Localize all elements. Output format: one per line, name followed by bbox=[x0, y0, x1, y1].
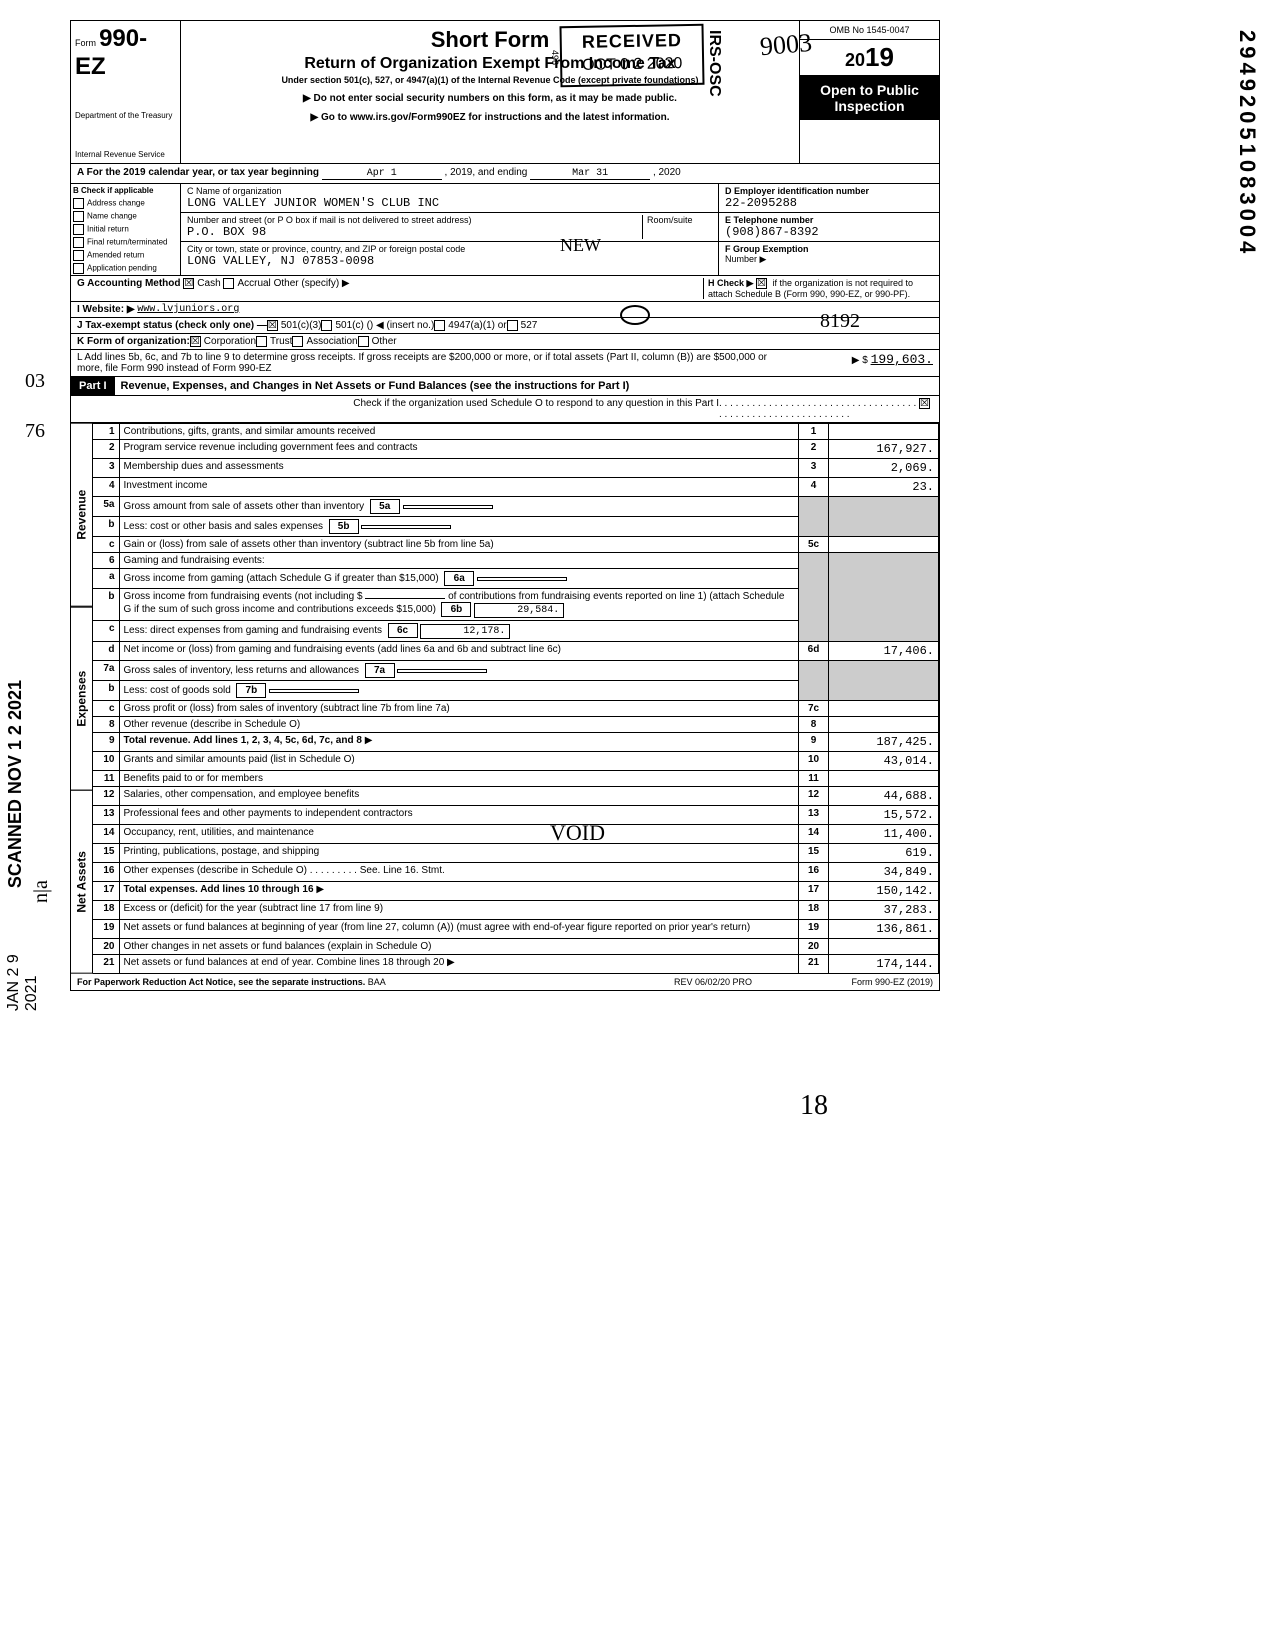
line-9: 9 Total revenue. Add lines 1, 2, 3, 4, 5… bbox=[93, 733, 939, 752]
line-a-tax-year: A For the 2019 calendar year, or tax yea… bbox=[71, 164, 939, 184]
chk-name-change[interactable] bbox=[73, 211, 84, 222]
line-6: 6 Gaming and fundraising events: bbox=[93, 553, 939, 569]
line-17: 17 Total expenses. Add lines 10 through … bbox=[93, 882, 939, 901]
chk-cash[interactable]: ☒ bbox=[183, 278, 194, 289]
tax-year-begin: Apr 1 bbox=[322, 168, 442, 180]
header-left: Form 990-EZ Department of the Treasury I… bbox=[71, 21, 181, 163]
expenses-label: Expenses bbox=[71, 607, 93, 791]
received-date: OCT 0 2 2020 bbox=[582, 55, 683, 75]
form-number: 990-EZ bbox=[75, 25, 147, 80]
line-6d: d Net income or (loss) from gaming and f… bbox=[93, 642, 939, 661]
line-12: 12 Salaries, other compensation, and emp… bbox=[93, 787, 939, 806]
chk-4947[interactable] bbox=[434, 320, 445, 331]
chk-schedule-b[interactable]: ☒ bbox=[756, 278, 767, 289]
form-label: Form bbox=[75, 38, 96, 48]
chk-amended[interactable] bbox=[73, 250, 84, 261]
line-5a: 5a Gross amount from sale of assets othe… bbox=[93, 497, 939, 517]
line-5c: c Gain or (loss) from sale of assets oth… bbox=[93, 537, 939, 553]
section-d-e-f: D Employer identification number 22-2095… bbox=[719, 184, 939, 275]
line-l-gross-receipts: L Add lines 5b, 6c, and 7b to line 9 to … bbox=[71, 350, 939, 377]
entity-info-block: B Check if applicable Address change Nam… bbox=[71, 184, 939, 276]
telephone: (908)867-8392 bbox=[725, 225, 819, 239]
chk-corporation[interactable]: ☒ bbox=[190, 336, 201, 347]
open-to-public: Open to Public Inspection bbox=[800, 76, 939, 120]
line-1: 1 Contributions, gifts, grants, and simi… bbox=[93, 424, 939, 440]
tax-year: 20201919 bbox=[800, 40, 939, 76]
chk-trust[interactable] bbox=[256, 336, 267, 347]
chk-other-org[interactable] bbox=[358, 336, 369, 347]
page-footer: For Paperwork Reduction Act Notice, see … bbox=[71, 974, 939, 990]
org-name: LONG VALLEY JUNIOR WOMEN'S CLUB INC bbox=[187, 196, 439, 210]
revenue-label: Revenue bbox=[71, 423, 93, 607]
handwritten-squiggle: VOID bbox=[550, 820, 605, 846]
org-city: LONG VALLEY, NJ 07853-0098 bbox=[187, 254, 374, 268]
line-j-status: J Tax-exempt status (check only one) — ☒… bbox=[71, 318, 939, 334]
form-990ez: Form 990-EZ Department of the Treasury I… bbox=[70, 20, 940, 991]
chk-app-pending[interactable] bbox=[73, 263, 84, 274]
ein: 22-2095288 bbox=[725, 196, 797, 210]
handwritten-03: 03 bbox=[25, 370, 45, 393]
irs-osc-stamp: IRS-OSC bbox=[705, 30, 723, 97]
line-13: 13 Professional fees and other payments … bbox=[93, 806, 939, 825]
handwritten-8192: 8192 bbox=[820, 310, 860, 333]
chk-501c3[interactable]: ☒ bbox=[267, 320, 278, 331]
line-g-h: G Accounting Method ☒Cash Accrual Other … bbox=[71, 276, 939, 302]
part-1-lines: Revenue Expenses Net Assets 1 Contributi… bbox=[71, 423, 939, 974]
line-8: 8 Other revenue (describe in Schedule O)… bbox=[93, 717, 939, 733]
line-19: 19 Net assets or fund balances at beginn… bbox=[93, 920, 939, 939]
small-496: 496 bbox=[550, 50, 560, 65]
omb-number: OMB No 1545-0047 bbox=[800, 21, 939, 40]
chk-address-change[interactable] bbox=[73, 198, 84, 209]
line-i-website: I Website: ▶ www.lvjuniors.org bbox=[71, 302, 939, 318]
line-7a: 7a Gross sales of inventory, less return… bbox=[93, 661, 939, 681]
line-2: 2 Program service revenue including gove… bbox=[93, 440, 939, 459]
jan-date-stamp: JAN 2 9 2021 bbox=[5, 920, 41, 1011]
line-11: 11 Benefits paid to or for members 11 bbox=[93, 771, 939, 787]
received-label: RECEIVED bbox=[582, 30, 683, 53]
section-c: C Name of organization LONG VALLEY JUNIO… bbox=[181, 184, 719, 275]
chk-527[interactable] bbox=[507, 320, 518, 331]
document-locator-number: 29492051083004 bbox=[1234, 30, 1260, 257]
chk-initial-return[interactable] bbox=[73, 224, 84, 235]
section-b: B Check if applicable Address change Nam… bbox=[71, 184, 181, 275]
irs-label: Internal Revenue Service bbox=[75, 150, 176, 159]
ssn-note: ▶ Do not enter social security numbers o… bbox=[185, 93, 795, 104]
line-20: 20 Other changes in net assets or fund b… bbox=[93, 939, 939, 955]
chk-final-return[interactable] bbox=[73, 237, 84, 248]
line-16: 16 Other expenses (describe in Schedule … bbox=[93, 863, 939, 882]
part-1-schedule-o-check: Check if the organization used Schedule … bbox=[71, 396, 939, 423]
handwritten-new: NEW bbox=[560, 235, 601, 256]
line-4: 4 Investment income 4 23. bbox=[93, 478, 939, 497]
tax-year-end: Mar 31 bbox=[530, 168, 650, 180]
line-k-org-form: K Form of organization: ☒Corporation Tru… bbox=[71, 334, 939, 350]
chk-part1-schedule-o[interactable]: ☒ bbox=[919, 398, 930, 409]
chk-accrual[interactable] bbox=[223, 278, 234, 289]
header-right: OMB No 1545-0047 20201919 Open to Public… bbox=[799, 21, 939, 163]
handwritten-na: n|a bbox=[30, 880, 53, 903]
handwritten-9003: 9003 bbox=[759, 28, 813, 62]
line-18: 18 Excess or (deficit) for the year (sub… bbox=[93, 901, 939, 920]
received-stamp: RECEIVED OCT 0 2 2020 bbox=[559, 24, 704, 88]
dept-treasury: Department of the Treasury bbox=[75, 111, 176, 120]
handwritten-oval bbox=[620, 305, 650, 325]
handwritten-76: 76 bbox=[25, 420, 45, 443]
net-assets-label: Net Assets bbox=[71, 790, 93, 974]
org-street: P.O. BOX 98 bbox=[187, 225, 266, 239]
chk-501c[interactable] bbox=[321, 320, 332, 331]
gross-receipts-total: 199,603. bbox=[871, 352, 933, 367]
website-note: ▶ Go to www.irs.gov/Form990EZ for instru… bbox=[185, 112, 795, 123]
room-suite: Room/suite bbox=[642, 215, 712, 239]
line-15: 15 Printing, publications, postage, and … bbox=[93, 844, 939, 863]
line-10: 10 Grants and similar amounts paid (list… bbox=[93, 752, 939, 771]
chk-association[interactable] bbox=[292, 336, 303, 347]
initials-bottom: 18 bbox=[800, 1090, 828, 1122]
scanned-stamp: SCANNED NOV 1 2 2021 bbox=[5, 680, 26, 888]
part-1-header: Part I Revenue, Expenses, and Changes in… bbox=[71, 377, 939, 396]
lines-table: 1 Contributions, gifts, grants, and simi… bbox=[93, 423, 939, 974]
line-21: 21 Net assets or fund balances at end of… bbox=[93, 955, 939, 974]
line-3: 3 Membership dues and assessments 3 2,06… bbox=[93, 459, 939, 478]
line-7c: c Gross profit or (loss) from sales of i… bbox=[93, 701, 939, 717]
website-url: www.lvjuniors.org bbox=[137, 304, 239, 315]
line-14: 14 Occupancy, rent, utilities, and maint… bbox=[93, 825, 939, 844]
